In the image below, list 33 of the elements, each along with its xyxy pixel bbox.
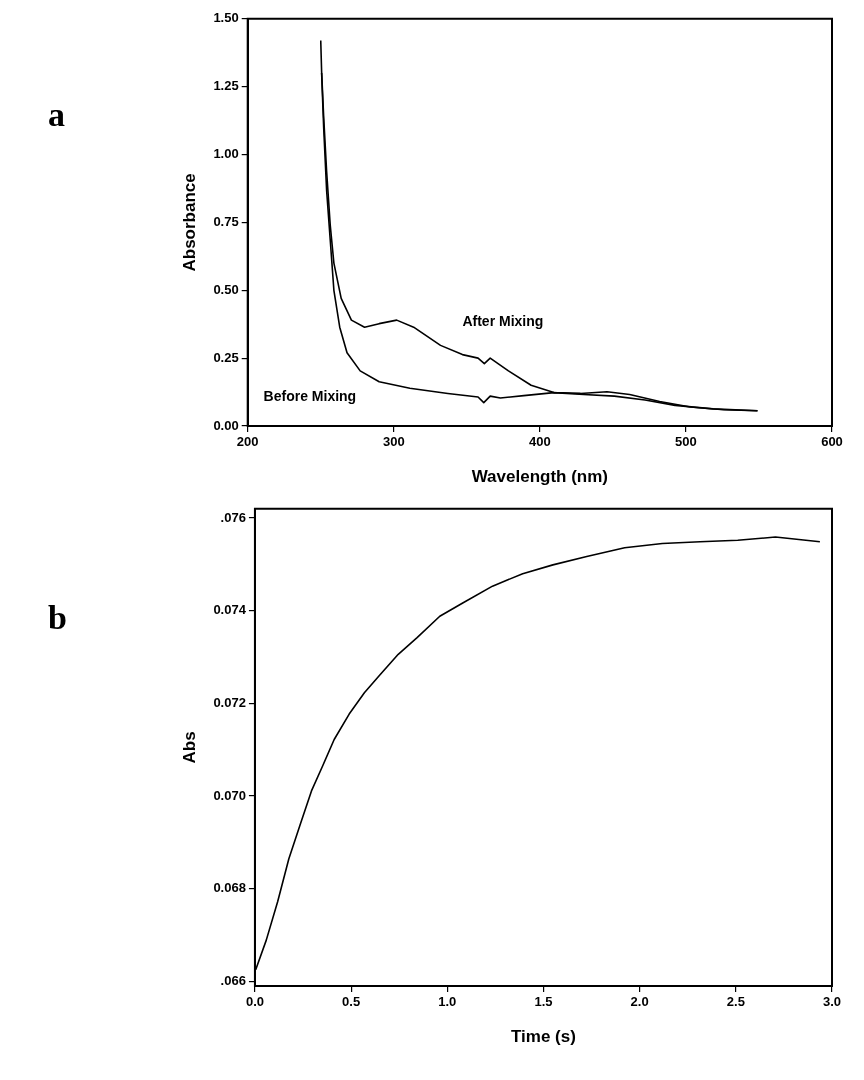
y-tick-label: 0.25 xyxy=(213,349,239,365)
x-tick-label: 1.5 xyxy=(534,994,553,1010)
text: b xyxy=(47,597,68,637)
y-tick-label: 1.25 xyxy=(213,78,239,94)
y-tick-label: 0.068 xyxy=(213,880,246,896)
x-axis-title: Time (s) xyxy=(511,1027,576,1047)
x-tick-label: 400 xyxy=(529,434,551,450)
y-tick-label: 0.072 xyxy=(213,694,246,710)
y-tick-label: 1.00 xyxy=(213,146,239,162)
series-label: After Mixing xyxy=(462,313,544,330)
x-tick-label: 200 xyxy=(236,434,259,450)
x-tick-label: 2.5 xyxy=(726,994,745,1010)
x-tick-label: 500 xyxy=(675,434,697,450)
y-tick-label: 1.50 xyxy=(213,10,239,26)
y-tick-label: .076 xyxy=(220,509,246,525)
y-axis-title: Absorbance xyxy=(179,173,199,272)
y-tick-label: 0.50 xyxy=(213,281,239,297)
x-tick-label: 0.0 xyxy=(245,994,264,1010)
series-label: Before Mixing xyxy=(263,387,357,404)
x-tick-label: 600 xyxy=(821,434,843,450)
x-axis-title: Wavelength (nm) xyxy=(471,467,609,487)
y-tick-label: 0.00 xyxy=(213,417,239,433)
x-tick-label: 3.0 xyxy=(822,994,842,1010)
text: a xyxy=(47,95,66,135)
x-tick-label: 1.0 xyxy=(438,994,457,1010)
y-tick-label: 0.070 xyxy=(213,787,246,803)
x-tick-label: 300 xyxy=(382,434,405,450)
x-tick-label: 2.0 xyxy=(630,994,649,1010)
y-tick-label: 0.75 xyxy=(213,213,239,229)
y-axis-title: Abs xyxy=(179,731,199,764)
x-tick-label: 0.5 xyxy=(342,994,361,1010)
y-tick-label: 0.074 xyxy=(213,602,247,618)
y-tick-label: .066 xyxy=(220,972,246,988)
